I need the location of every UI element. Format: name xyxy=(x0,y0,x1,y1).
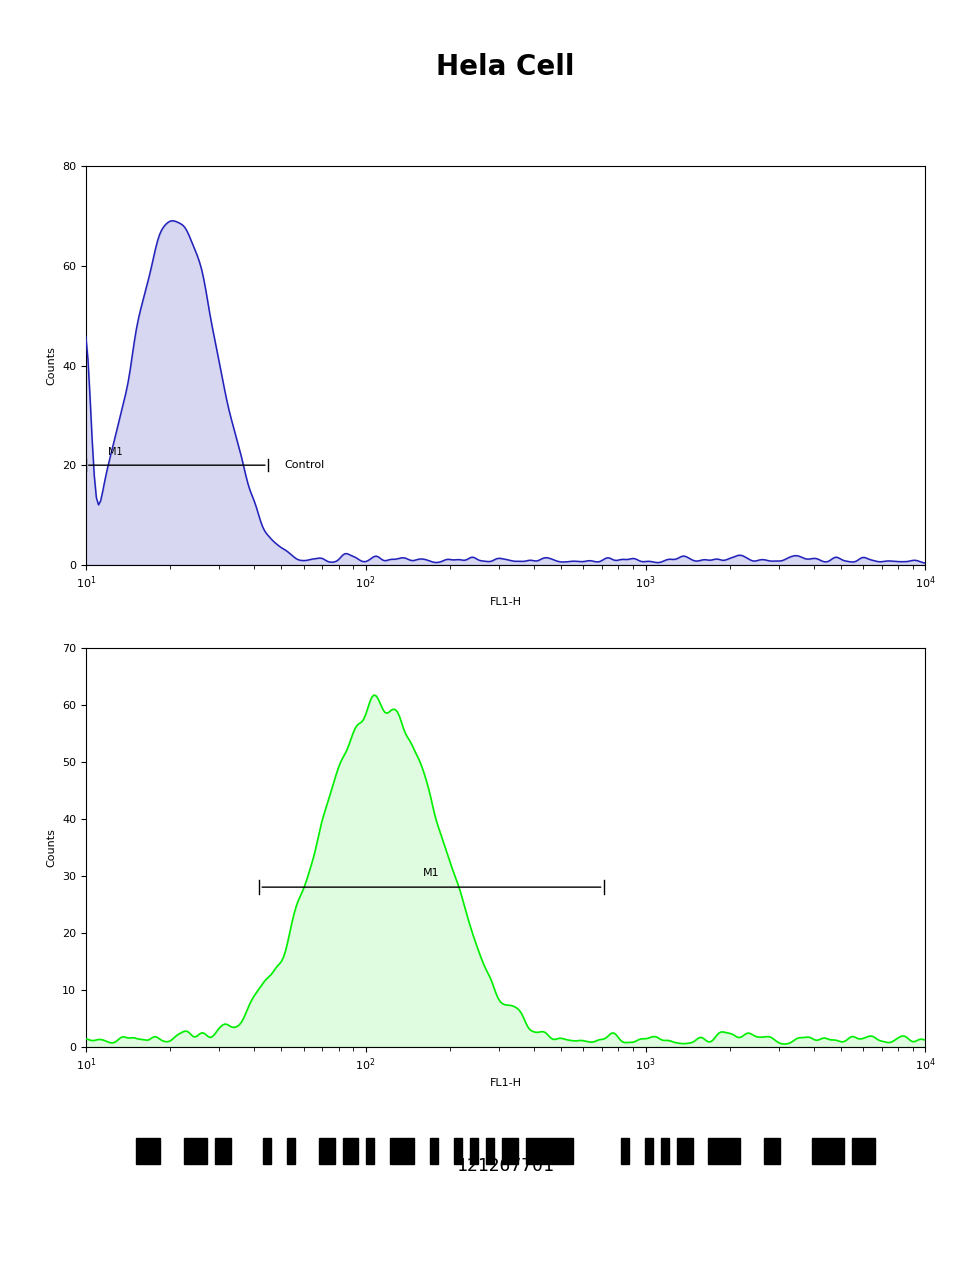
Y-axis label: Counts: Counts xyxy=(47,346,56,385)
Text: M1: M1 xyxy=(108,447,123,457)
Bar xyxy=(501,1138,509,1165)
Bar xyxy=(223,1138,231,1165)
X-axis label: FL1-H: FL1-H xyxy=(489,1078,521,1088)
Bar xyxy=(676,1138,684,1165)
Bar xyxy=(859,1138,866,1165)
Bar xyxy=(183,1138,192,1165)
Bar xyxy=(525,1138,533,1165)
Bar xyxy=(771,1138,780,1165)
Text: Hela Cell: Hela Cell xyxy=(436,54,575,81)
Bar xyxy=(557,1138,565,1165)
Bar xyxy=(660,1138,668,1165)
Bar xyxy=(565,1138,573,1165)
Bar xyxy=(723,1138,732,1165)
Bar xyxy=(152,1138,159,1165)
Bar xyxy=(342,1138,350,1165)
X-axis label: FL1-H: FL1-H xyxy=(489,596,521,607)
Bar xyxy=(366,1138,374,1165)
Bar xyxy=(866,1138,875,1165)
Bar xyxy=(397,1138,406,1165)
Bar xyxy=(390,1138,397,1165)
Bar xyxy=(549,1138,557,1165)
Bar xyxy=(192,1138,199,1165)
Bar xyxy=(620,1138,628,1165)
Bar xyxy=(851,1138,859,1165)
Bar xyxy=(827,1138,835,1165)
Text: 121267701: 121267701 xyxy=(456,1157,554,1175)
Text: M1: M1 xyxy=(423,868,439,878)
Bar xyxy=(485,1138,493,1165)
Bar xyxy=(144,1138,152,1165)
Bar xyxy=(430,1138,437,1165)
Bar xyxy=(716,1138,723,1165)
Bar xyxy=(835,1138,842,1165)
Bar xyxy=(326,1138,335,1165)
Bar xyxy=(811,1138,819,1165)
Bar xyxy=(533,1138,541,1165)
Bar xyxy=(135,1138,144,1165)
Bar xyxy=(287,1138,294,1165)
Bar xyxy=(199,1138,207,1165)
Bar xyxy=(406,1138,414,1165)
Bar xyxy=(684,1138,692,1165)
Bar xyxy=(732,1138,740,1165)
Bar xyxy=(469,1138,477,1165)
Bar xyxy=(215,1138,223,1165)
Text: Control: Control xyxy=(284,461,325,470)
Bar xyxy=(763,1138,771,1165)
Bar xyxy=(263,1138,271,1165)
Bar xyxy=(541,1138,549,1165)
Bar xyxy=(708,1138,716,1165)
Bar xyxy=(644,1138,652,1165)
Bar xyxy=(350,1138,358,1165)
Y-axis label: Counts: Counts xyxy=(47,828,56,867)
Bar xyxy=(819,1138,827,1165)
Bar xyxy=(318,1138,326,1165)
Bar xyxy=(509,1138,517,1165)
Bar xyxy=(454,1138,461,1165)
